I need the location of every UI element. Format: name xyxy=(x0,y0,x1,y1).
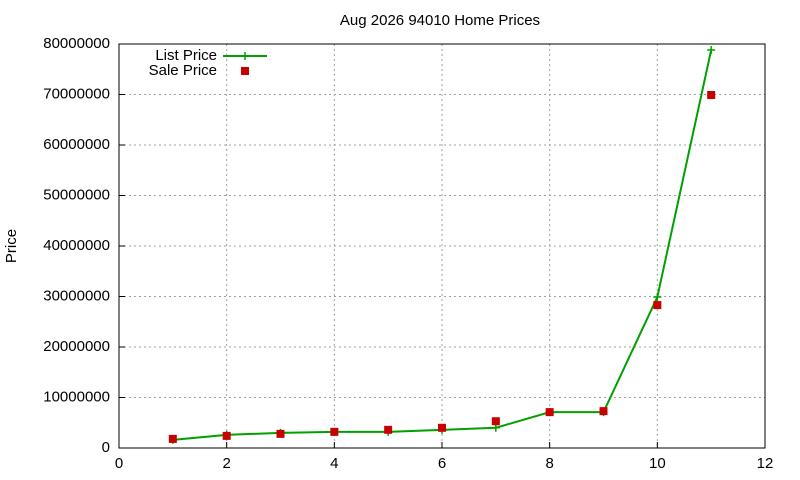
chart-title: Aug 2026 94010 Home Prices xyxy=(340,12,540,29)
point-marker xyxy=(438,423,446,432)
y-tick-label: 80000000 xyxy=(43,35,110,52)
legend-swatch xyxy=(241,67,249,75)
point-marker xyxy=(222,431,231,440)
point-marker xyxy=(330,427,339,436)
point-marker xyxy=(491,417,500,426)
y-tick-label: 70000000 xyxy=(43,85,110,102)
x-tick-label: 8 xyxy=(545,455,553,472)
point-marker xyxy=(384,425,393,434)
y-tick-label: 40000000 xyxy=(43,237,110,254)
point-marker xyxy=(545,408,554,417)
x-tick-label: 10 xyxy=(649,455,666,472)
y-tick-label: 50000000 xyxy=(43,186,110,203)
plot-border xyxy=(118,43,766,449)
y-tick-label: 60000000 xyxy=(43,136,110,153)
y-axis-label: Price xyxy=(3,229,20,263)
legend-label: List Price xyxy=(155,47,217,64)
x-tick-label: 0 xyxy=(115,455,123,472)
x-tick-label: 12 xyxy=(757,455,774,472)
point-marker xyxy=(653,293,662,302)
point-marker xyxy=(707,91,716,100)
y-tick-label: 0 xyxy=(102,439,110,456)
x-tick-label: 4 xyxy=(330,455,338,472)
point-marker xyxy=(653,301,662,310)
x-tick-label: 6 xyxy=(438,455,446,472)
y-tick-label: 10000000 xyxy=(43,388,110,405)
y-tick-label: 20000000 xyxy=(43,338,110,355)
point-marker xyxy=(276,429,285,438)
point-marker xyxy=(599,407,608,416)
x-tick-label: 2 xyxy=(222,455,230,472)
legend-label: Sale Price xyxy=(149,62,217,79)
legend-swatch xyxy=(241,52,249,60)
y-tick-label: 30000000 xyxy=(43,287,110,304)
point-marker xyxy=(168,434,177,443)
point-marker xyxy=(707,46,716,55)
